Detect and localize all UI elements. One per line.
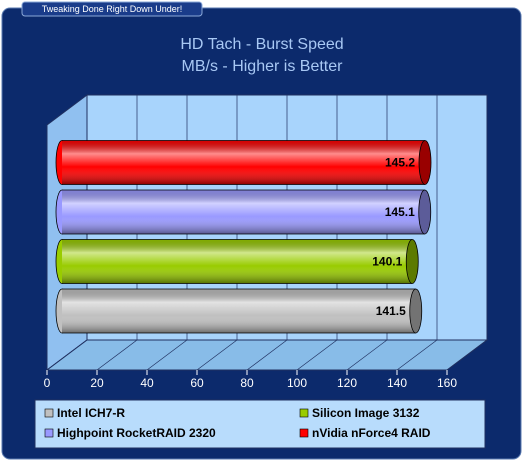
bar-outline <box>62 239 413 284</box>
bar-shade <box>62 289 416 333</box>
chart-subtitle: MB/s - Higher is Better <box>182 58 344 75</box>
floor-grid-line <box>46 339 88 371</box>
bar-cap <box>409 288 423 334</box>
chart-title: HD Tach - Burst Speed <box>180 36 343 53</box>
floor-grid-line <box>296 339 338 371</box>
bar-outline <box>62 140 425 185</box>
floor-grid-line <box>346 339 388 371</box>
data-label: 145.1 <box>385 205 415 219</box>
x-tick-label: 40 <box>140 376 154 390</box>
bar-cap <box>405 239 419 284</box>
banner: Tweaking Done Right Down Under! <box>42 4 183 14</box>
floor-grid-line <box>196 339 238 371</box>
legend-swatch <box>299 428 309 438</box>
bar-outline <box>62 189 425 235</box>
legend-label: Silicon Image 3132 <box>312 406 420 420</box>
bar-cap <box>418 189 432 235</box>
x-tick-label: 160 <box>437 376 457 390</box>
legend-swatch <box>299 408 309 418</box>
x-tick-label: 140 <box>387 376 407 390</box>
bar-shade <box>62 190 425 234</box>
banner-tab <box>21 1 203 17</box>
legend <box>34 399 486 449</box>
bar-outline <box>62 288 416 334</box>
floor-grid-line <box>246 339 288 371</box>
x-tick-label: 100 <box>287 376 307 390</box>
x-tick-label: 120 <box>337 376 357 390</box>
bar-shade <box>62 239 413 284</box>
floor-grid-line <box>446 339 488 371</box>
data-label: 140.1 <box>372 255 402 269</box>
x-tick-label: 80 <box>240 376 254 390</box>
x-tick-label: 20 <box>90 376 104 390</box>
data-label: 145.2 <box>385 156 415 170</box>
x-tick-label: 0 <box>44 376 51 390</box>
floor-grid-line <box>96 339 138 371</box>
x-tick-label: 60 <box>190 376 204 390</box>
floor-grid-line <box>146 339 188 371</box>
legend-label: Intel ICH7-R <box>57 406 125 420</box>
bar-shade <box>62 140 425 185</box>
data-label: 141.5 <box>376 304 406 318</box>
bar-cap <box>418 140 432 185</box>
legend-label: Highpoint RocketRAID 2320 <box>57 426 216 440</box>
legend-swatch <box>44 408 54 418</box>
legend-label: nVidia nForce4 RAID <box>312 426 431 440</box>
legend-swatch <box>44 428 54 438</box>
floor-grid-line <box>396 339 438 371</box>
